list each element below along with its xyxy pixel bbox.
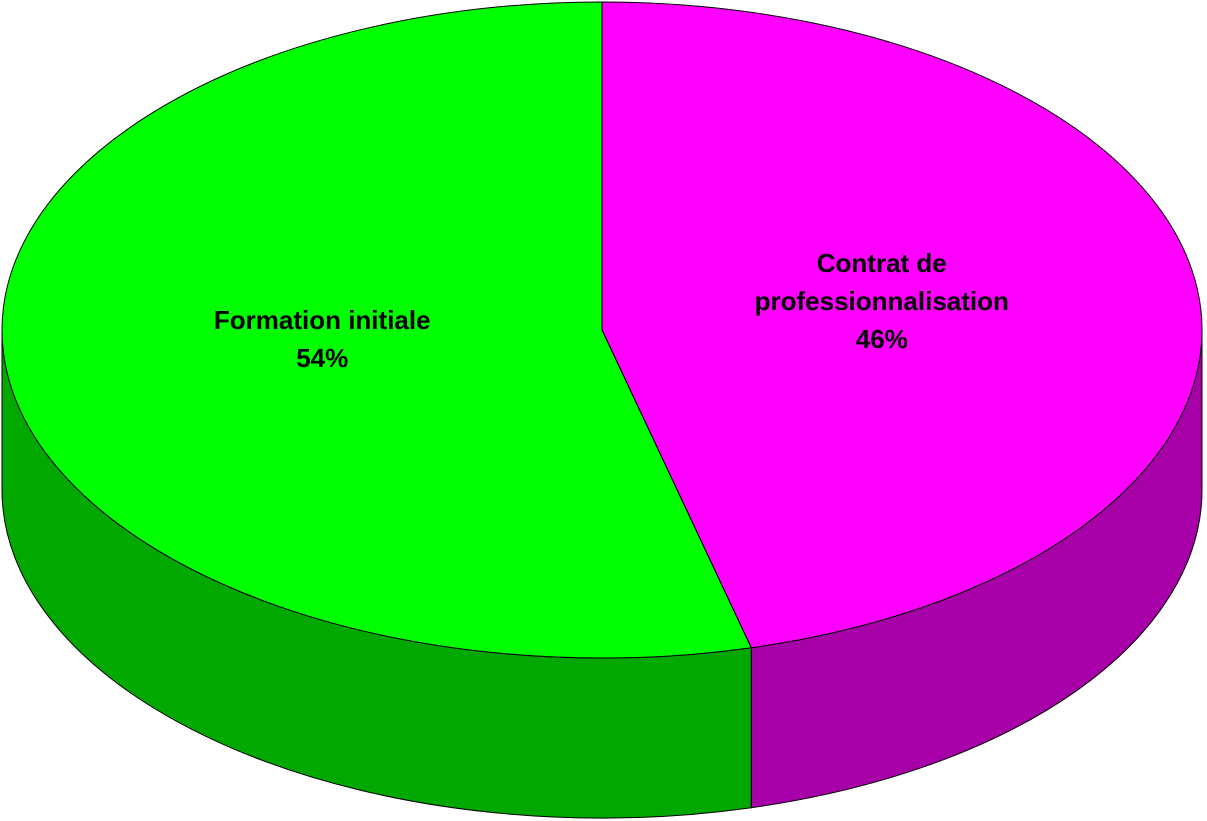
slice-label: Contrat de professionnalisation 46%: [722, 244, 1042, 358]
slice-category: Contrat de professionnalisation: [754, 247, 1009, 316]
slice-value-label: 46%: [855, 323, 908, 354]
slice-value-label: 54%: [296, 343, 349, 374]
slice-category: Formation initiale: [213, 305, 431, 336]
pie-slice: [601, 1, 1203, 649]
pie-slice: [1, 1, 752, 659]
slice-label: Formation initiale 54%: [162, 301, 482, 377]
